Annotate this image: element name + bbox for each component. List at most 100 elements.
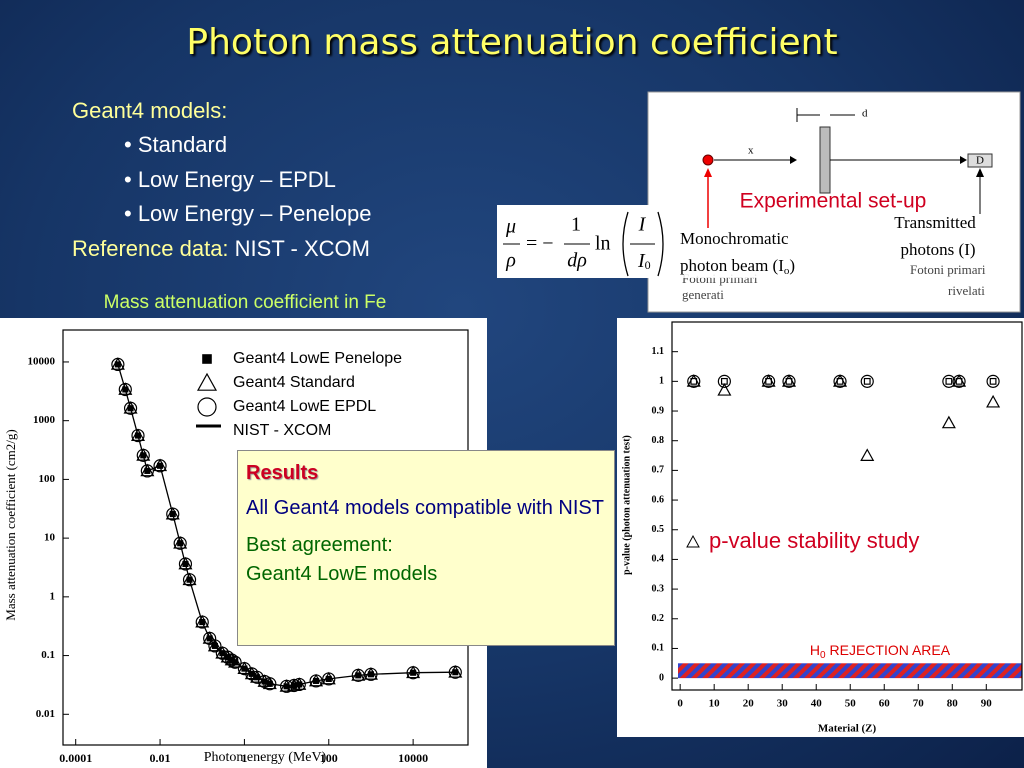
marker-triangle <box>140 463 155 477</box>
y-axis-label: Mass attenuation coefficient (cm2/g) <box>3 429 18 620</box>
marker-triangle <box>941 415 956 429</box>
marker-circle <box>140 464 154 478</box>
x-tick-label: 40 <box>811 698 823 710</box>
marker-circle <box>309 674 323 688</box>
y-tick-label: 10000 <box>28 355 56 367</box>
legend-label: NIST - XCOM <box>233 422 331 439</box>
marker-circle <box>118 382 132 397</box>
y-tick-label: 0 <box>659 672 664 683</box>
detector-pointer-head <box>976 168 984 177</box>
marker-circle <box>287 678 301 693</box>
x-tick-label: 10000 <box>398 751 428 765</box>
marker-circle <box>448 665 462 679</box>
label-backdrop <box>676 230 836 278</box>
x-tick-label: 70 <box>913 698 925 710</box>
y-tick-label: 0.4 <box>652 554 665 565</box>
y-tick-label: 1000 <box>33 414 56 426</box>
marker-triangle <box>781 374 797 387</box>
x-tick-label: 20 <box>743 698 755 710</box>
marker-square <box>199 619 206 626</box>
slide-title: Photon mass attenuation coefficient <box>186 22 838 63</box>
marker-triangle <box>286 678 302 691</box>
marker-circle <box>153 459 167 473</box>
marker-square <box>127 405 134 412</box>
marker-square <box>169 511 176 518</box>
marker-circle <box>351 668 365 682</box>
model-item: • Low Energy – Penelope <box>124 201 372 226</box>
marker-circle <box>406 666 420 680</box>
marker-square <box>863 377 871 385</box>
marker-triangle <box>173 536 188 549</box>
marker-square <box>313 677 320 684</box>
results-text: Geant4 LowE models <box>246 563 438 585</box>
marker-circle <box>195 615 209 629</box>
marker-triangle <box>237 661 252 675</box>
formula-part: ln <box>595 233 611 255</box>
x-axis-label: Material (Z) <box>818 723 877 735</box>
source-label-part: ) <box>789 256 795 275</box>
y-tick-label: 1 <box>50 590 56 602</box>
marker-triangle <box>363 667 378 680</box>
marker-triangle <box>262 676 277 690</box>
marker-square <box>122 386 129 393</box>
marker-square <box>945 377 953 385</box>
detector <box>967 153 993 168</box>
marker-circle <box>942 374 956 388</box>
paren <box>622 211 629 277</box>
x-label: x <box>748 145 754 157</box>
marker-triangle <box>833 374 848 387</box>
y-tick-label: 0.3 <box>652 583 665 594</box>
marker-triangle <box>279 679 294 692</box>
rejection-label-part: H <box>810 642 820 658</box>
results-box: Results All Geant4 models compatible wit… <box>237 450 615 646</box>
x-tick-label: 50 <box>845 698 857 710</box>
source-label-part: photon beam (I <box>680 256 784 275</box>
beam-arrow <box>960 156 967 164</box>
results-text: Best agreement: <box>246 534 393 556</box>
marker-circle <box>761 374 776 388</box>
rejection-band <box>678 663 1022 679</box>
legend-marker <box>202 354 212 364</box>
marker-circle <box>687 374 701 388</box>
marker-circle <box>182 573 197 587</box>
detector-label: D <box>976 155 984 167</box>
marker-triangle <box>717 383 732 396</box>
formula-sub: 0 <box>645 258 651 272</box>
legend-label: Geant4 Standard <box>233 374 355 391</box>
annotation-icon <box>686 534 700 548</box>
marker-square <box>177 540 184 547</box>
marker-square <box>206 635 213 642</box>
x-tick-label: 90 <box>981 698 993 710</box>
marker-triangle <box>178 556 193 570</box>
marker-triangle <box>153 458 168 472</box>
marker-circle <box>173 536 187 550</box>
x-tick-label: 10 <box>709 698 721 710</box>
y-tick-label: 100 <box>39 473 56 485</box>
marker-triangle <box>860 448 875 461</box>
formula-box <box>497 205 665 278</box>
transmitted-label: Transmitted <box>894 213 976 232</box>
marker-square <box>134 432 142 439</box>
transmitted-label: photons (I) <box>900 240 975 259</box>
model-item: • Low Energy – EPDL <box>124 167 336 192</box>
results-heading: Results <box>246 462 319 484</box>
y-tick-label: 0.7 <box>652 465 665 476</box>
x-tick-label: 0.0001 <box>59 751 92 765</box>
marker-triangle <box>406 665 421 679</box>
marker-triangle <box>130 428 146 441</box>
marker-circle <box>986 374 1000 388</box>
formula-part: μ <box>505 216 516 238</box>
y-tick-label: 0.9 <box>652 405 665 416</box>
reference-value: NIST - XCOM <box>234 236 370 261</box>
marker-circle <box>250 670 264 684</box>
x-tick-label: 60 <box>879 698 891 710</box>
marker-square <box>410 669 417 676</box>
rejection-label-part: REJECTION AREA <box>826 642 951 658</box>
marker-circle <box>221 650 235 664</box>
formula-part: I <box>638 214 647 236</box>
marker-square <box>367 671 374 678</box>
charts: 0.0001 0.01 1 100 100000.010.111010010001000… <box>3 292 1023 765</box>
marker-circle <box>123 401 138 415</box>
